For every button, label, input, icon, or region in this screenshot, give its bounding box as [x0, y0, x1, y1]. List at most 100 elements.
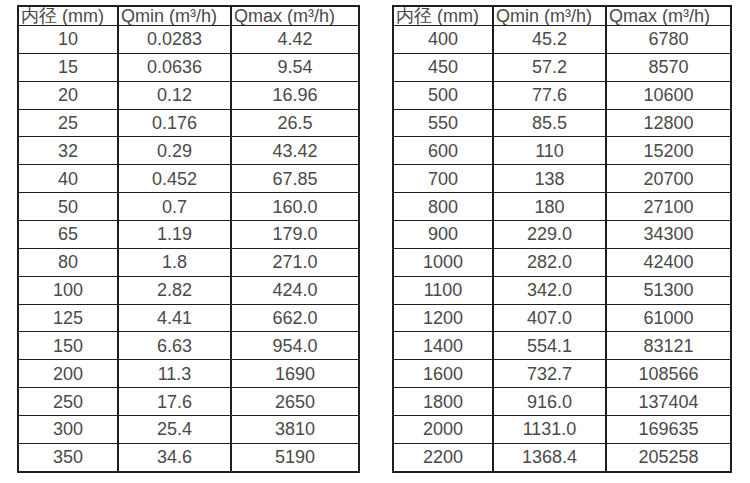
header-row: 内径 (mm) Qmin (m³/h) Qmax (m³/h)	[393, 6, 731, 26]
table-cell: 342.0	[493, 276, 606, 304]
table-cell: 110	[493, 137, 606, 165]
table-row: 45057.28570	[393, 53, 731, 81]
table-cell: 1400	[393, 332, 493, 360]
table-cell: 1800	[393, 388, 493, 416]
table-row: 1000282.042400	[393, 248, 731, 276]
table-cell: 77.6	[493, 81, 606, 109]
table-cell: 85.5	[493, 109, 606, 137]
table-row: 22001368.4205258	[393, 443, 731, 472]
table-row: 1200407.061000	[393, 304, 731, 332]
table-cell: 25.4	[118, 416, 231, 444]
table-row: 651.19179.0	[18, 221, 359, 249]
table-cell: 350	[18, 443, 118, 472]
table-row: 250.17626.5	[18, 109, 359, 137]
table-cell: 0.176	[118, 109, 231, 137]
table-row: 900229.034300	[393, 221, 731, 249]
table-row: 35034.65190	[18, 443, 359, 472]
table-cell: 662.0	[231, 304, 359, 332]
table-cell: 34300	[606, 221, 731, 249]
table-cell: 2.82	[118, 276, 231, 304]
header-inner-diameter: 内径 (mm)	[393, 6, 493, 26]
table-cell: 205258	[606, 443, 731, 472]
table-cell: 400	[393, 26, 493, 54]
table-cell: 150	[18, 332, 118, 360]
table-cell: 180	[493, 193, 606, 221]
table-cell: 25	[18, 109, 118, 137]
table-cell: 20	[18, 81, 118, 109]
table-cell: 0.0636	[118, 53, 231, 81]
header-qmin: Qmin (m³/h)	[493, 6, 606, 26]
table-row: 801.8271.0	[18, 248, 359, 276]
table-cell: 2650	[231, 388, 359, 416]
table-cell: 500	[393, 81, 493, 109]
table-cell: 424.0	[231, 276, 359, 304]
table-row: 1506.63954.0	[18, 332, 359, 360]
table-row: 50077.610600	[393, 81, 731, 109]
table-row: 60011015200	[393, 137, 731, 165]
table-cell: 108566	[606, 360, 731, 388]
table-row: 25017.62650	[18, 388, 359, 416]
table-cell: 2200	[393, 443, 493, 472]
table-cell: 80	[18, 248, 118, 276]
table-row: 30025.43810	[18, 416, 359, 444]
table-cell: 15200	[606, 137, 731, 165]
table-header: 内径 (mm) Qmin (m³/h) Qmax (m³/h)	[18, 6, 359, 26]
table-cell: 15	[18, 53, 118, 81]
table-row: 40045.26780	[393, 26, 731, 54]
table-cell: 1131.0	[493, 416, 606, 444]
table-cell: 5190	[231, 443, 359, 472]
flow-range-table-small-diameters: 内径 (mm) Qmin (m³/h) Qmax (m³/h) 100.0283…	[17, 5, 360, 473]
table-cell: 6780	[606, 26, 731, 54]
table-cell: 1368.4	[493, 443, 606, 472]
table-cell: 1.19	[118, 221, 231, 249]
table-cell: 51300	[606, 276, 731, 304]
table-cell: 700	[393, 165, 493, 193]
table-cell: 125	[18, 304, 118, 332]
table-cell: 1100	[393, 276, 493, 304]
table-cell: 4.42	[231, 26, 359, 54]
table-cell: 554.1	[493, 332, 606, 360]
table-cell: 1600	[393, 360, 493, 388]
table-cell: 800	[393, 193, 493, 221]
table-cell: 1.8	[118, 248, 231, 276]
table-cell: 916.0	[493, 388, 606, 416]
table-cell: 0.12	[118, 81, 231, 109]
table-row: 500.7160.0	[18, 193, 359, 221]
table-row: 20011.31690	[18, 360, 359, 388]
table-cell: 50	[18, 193, 118, 221]
table-cell: 67.85	[231, 165, 359, 193]
table-cell: 34.6	[118, 443, 231, 472]
table-cell: 12800	[606, 109, 731, 137]
table-cell: 2000	[393, 416, 493, 444]
table-row: 400.45267.85	[18, 165, 359, 193]
table-row: 55085.512800	[393, 109, 731, 137]
table-cell: 138	[493, 165, 606, 193]
table-cell: 57.2	[493, 53, 606, 81]
table-cell: 8570	[606, 53, 731, 81]
header-qmax: Qmax (m³/h)	[606, 6, 731, 26]
table-cell: 83121	[606, 332, 731, 360]
table-cell: 10600	[606, 81, 731, 109]
table-row: 20001131.0169635	[393, 416, 731, 444]
table-row: 200.1216.96	[18, 81, 359, 109]
header-qmin: Qmin (m³/h)	[118, 6, 231, 26]
table-cell: 100	[18, 276, 118, 304]
header-inner-diameter: 内径 (mm)	[18, 6, 118, 26]
table-row: 1600732.7108566	[393, 360, 731, 388]
table-cell: 550	[393, 109, 493, 137]
table-cell: 1200	[393, 304, 493, 332]
table-header: 内径 (mm) Qmin (m³/h) Qmax (m³/h)	[393, 6, 731, 26]
table-row: 1002.82424.0	[18, 276, 359, 304]
table-cell: 137404	[606, 388, 731, 416]
table-cell: 169635	[606, 416, 731, 444]
header-row: 内径 (mm) Qmin (m³/h) Qmax (m³/h)	[18, 6, 359, 26]
table-cell: 16.96	[231, 81, 359, 109]
table-cell: 6.63	[118, 332, 231, 360]
table-cell: 160.0	[231, 193, 359, 221]
table-cell: 250	[18, 388, 118, 416]
table-row: 150.06369.54	[18, 53, 359, 81]
table-cell: 179.0	[231, 221, 359, 249]
table-cell: 32	[18, 137, 118, 165]
table-row: 320.2943.42	[18, 137, 359, 165]
table-cell: 0.7	[118, 193, 231, 221]
